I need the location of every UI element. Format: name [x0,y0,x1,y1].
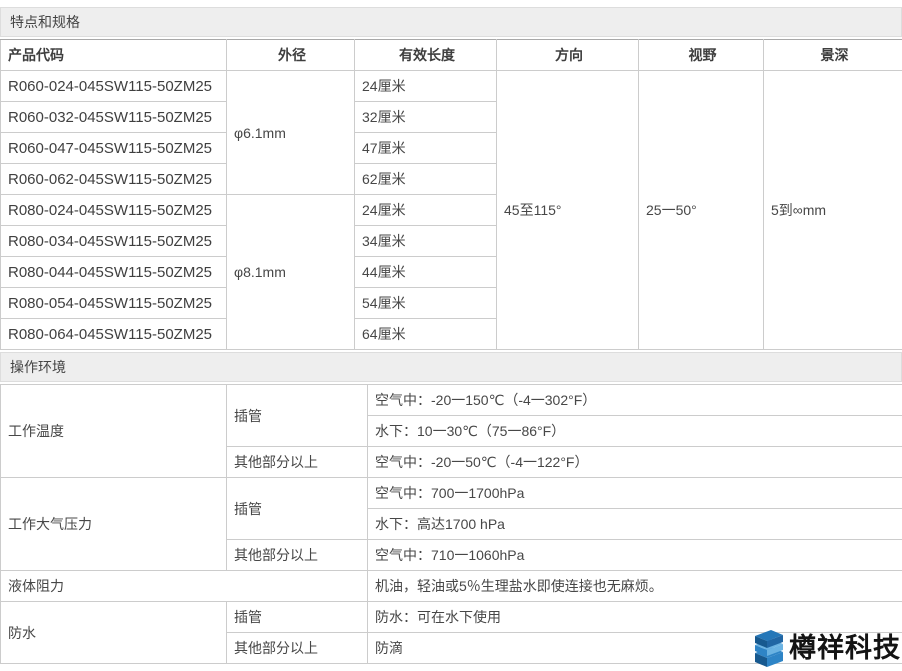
env-row: 工作温度 插管 空气中：-20一150℃（-4一302°F） [1,385,902,416]
diameter-cell: φ8.1mm [227,195,355,350]
length-cell: 64厘米 [355,319,497,350]
env-value-cell: 空气中：-20一150℃（-4一302°F） [368,385,902,416]
length-cell: 24厘米 [355,195,497,226]
section-header-environment: 操作环境 [0,352,902,382]
field-of-view-cell: 25一50° [639,71,764,350]
env-part-cell: 其他部分以上 [227,633,368,664]
length-cell: 24厘米 [355,71,497,102]
col-header-direction: 方向 [497,40,639,71]
col-header-field-of-view: 视野 [639,40,764,71]
env-value-cell: 机油，轻油或5％生理盐水即使连接也无麻烦。 [368,571,902,602]
env-label-cell: 工作温度 [1,385,227,478]
product-code-cell: R080-064-045SW115-50ZM25 [1,319,227,350]
product-code-cell: R060-024-045SW115-50ZM25 [1,71,227,102]
product-code-cell: R080-034-045SW115-50ZM25 [1,226,227,257]
product-code-cell: R060-047-045SW115-50ZM25 [1,133,227,164]
env-value-cell: 水下：高达1700 hPa [368,509,902,540]
col-header-effective-length: 有效长度 [355,40,497,71]
spec-row: R060-024-045SW115-50ZM25 φ6.1mm 24厘米 45至… [1,71,902,102]
length-cell: 47厘米 [355,133,497,164]
length-cell: 62厘米 [355,164,497,195]
env-part-cell: 插管 [227,385,368,447]
length-cell: 32厘米 [355,102,497,133]
env-part-cell: 其他部分以上 [227,540,368,571]
environment-table: 工作温度 插管 空气中：-20一150℃（-4一302°F） 水下：10一30℃… [0,384,902,664]
env-label-cell: 工作大气压力 [1,478,227,571]
length-cell: 34厘米 [355,226,497,257]
product-code-cell: R060-032-045SW115-50ZM25 [1,102,227,133]
diameter-cell: φ6.1mm [227,71,355,195]
logo-text: 樽祥科技 [789,635,901,662]
env-label-cell: 液体阻力 [1,571,368,602]
env-value-cell: 空气中：710一1060hPa [368,540,902,571]
env-label-cell: 防水 [1,602,227,664]
spec-header-row: 产品代码 外径 有效长度 方向 视野 景深 [1,40,902,71]
logo-cube-icon [751,627,787,669]
env-part-cell: 插管 [227,602,368,633]
section-title-features: 特点和规格 [10,14,80,30]
direction-cell: 45至115° [497,71,639,350]
env-row: 工作大气压力 插管 空气中：700一1700hPa [1,478,902,509]
env-value-cell: 水下：10一30℃（75一86°F） [368,416,902,447]
env-part-cell: 其他部分以上 [227,447,368,478]
section-header-features: 特点和规格 [0,7,902,37]
product-code-cell: R080-044-045SW115-50ZM25 [1,257,227,288]
product-code-cell: R060-062-045SW115-50ZM25 [1,164,227,195]
col-header-product-code: 产品代码 [1,40,227,71]
col-header-depth-of-field: 景深 [764,40,902,71]
col-header-outer-diameter: 外径 [227,40,355,71]
product-code-cell: R080-024-045SW115-50ZM25 [1,195,227,226]
env-value-cell: 空气中：-20一50℃（-4一122°F） [368,447,902,478]
spec-table: 产品代码 外径 有效长度 方向 视野 景深 R060-024-045SW115-… [0,39,902,350]
section-title-environment: 操作环境 [10,359,66,375]
env-row: 液体阻力 机油，轻油或5％生理盐水即使连接也无麻烦。 [1,571,902,602]
length-cell: 44厘米 [355,257,497,288]
env-part-cell: 插管 [227,478,368,540]
vendor-logo: 樽祥科技 [751,627,901,669]
depth-of-field-cell: 5到∞mm [764,71,902,350]
product-code-cell: R080-054-045SW115-50ZM25 [1,288,227,319]
env-value-cell: 空气中：700一1700hPa [368,478,902,509]
length-cell: 54厘米 [355,288,497,319]
